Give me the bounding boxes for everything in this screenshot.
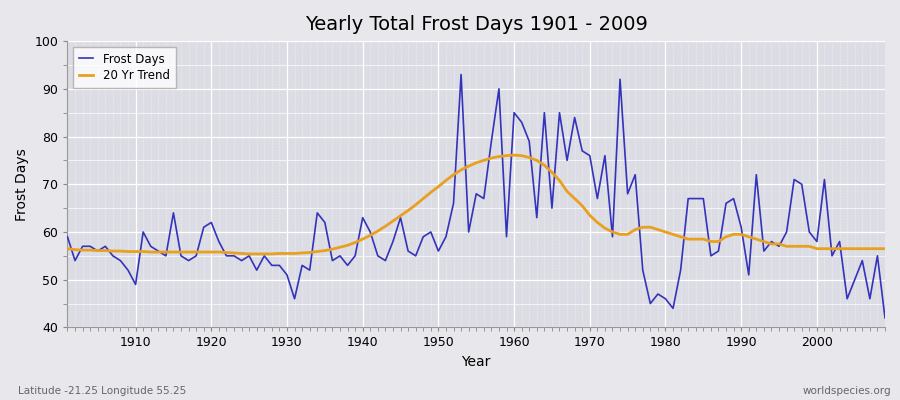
X-axis label: Year: Year (462, 355, 490, 369)
20 Yr Trend (508, 153, 519, 158)
Text: Latitude -21.25 Longitude 55.25: Latitude -21.25 Longitude 55.25 (18, 386, 186, 396)
20 Yr Trend (517, 153, 527, 158)
20 Yr Trend (524, 155, 535, 160)
Line: 20 Yr Trend: 20 Yr Trend (68, 155, 885, 254)
Frost Days (122, 268, 133, 272)
Frost Days (508, 110, 519, 115)
Frost Days (455, 72, 466, 77)
Title: Yearly Total Frost Days 1901 - 2009: Yearly Total Frost Days 1901 - 2009 (305, 15, 648, 34)
20 Yr Trend (342, 243, 353, 248)
Frost Days (62, 234, 73, 239)
20 Yr Trend (62, 246, 73, 251)
Frost Days (879, 316, 890, 320)
Frost Days (335, 254, 346, 258)
20 Yr Trend (122, 249, 133, 254)
Text: worldspecies.org: worldspecies.org (803, 386, 891, 396)
Frost Days (608, 234, 618, 239)
Frost Days (289, 296, 300, 301)
20 Yr Trend (879, 246, 890, 251)
20 Yr Trend (244, 252, 255, 256)
Legend: Frost Days, 20 Yr Trend: Frost Days, 20 Yr Trend (74, 47, 176, 88)
Line: Frost Days: Frost Days (68, 74, 885, 318)
20 Yr Trend (615, 232, 626, 237)
20 Yr Trend (297, 250, 308, 255)
Frost Days (517, 120, 527, 125)
Y-axis label: Frost Days: Frost Days (15, 148, 29, 221)
